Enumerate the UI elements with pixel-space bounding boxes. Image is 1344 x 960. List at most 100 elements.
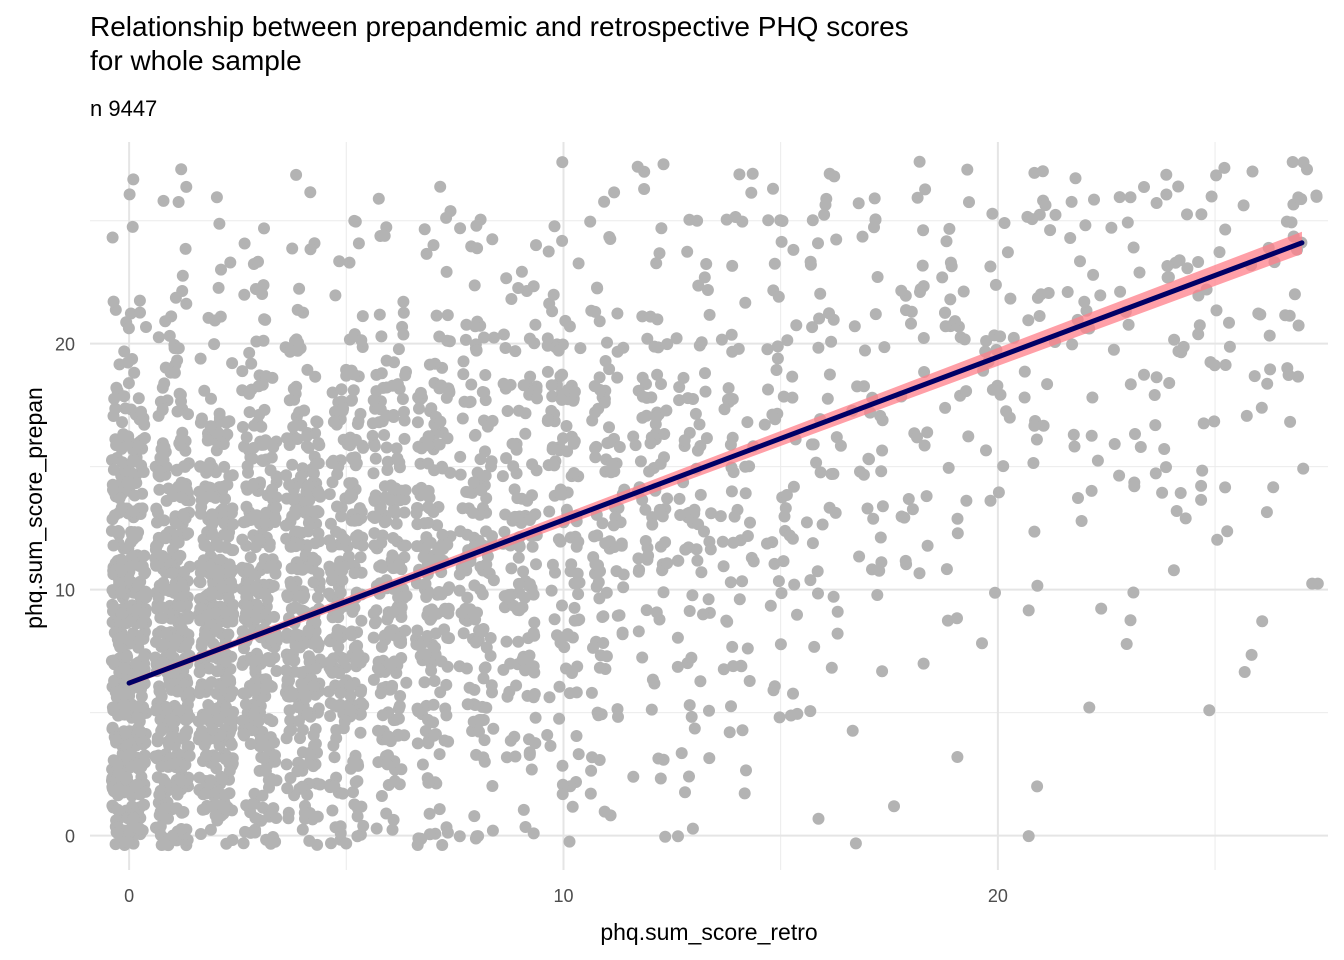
data-point [921, 426, 934, 439]
data-point [791, 608, 803, 621]
data-point [673, 492, 686, 505]
data-point [287, 382, 300, 395]
data-point [747, 555, 760, 568]
data-point [270, 501, 283, 514]
data-point [250, 335, 263, 348]
data-point [608, 186, 621, 199]
data-point [523, 578, 536, 590]
data-point [266, 483, 279, 496]
data-point [486, 780, 499, 792]
data-point [585, 764, 598, 777]
data-point [368, 512, 381, 524]
data-point [470, 344, 483, 357]
data-point [223, 470, 236, 483]
data-point [593, 315, 606, 328]
data-point [283, 478, 296, 491]
data-point [699, 385, 712, 398]
data-point [290, 168, 303, 181]
data-point [199, 491, 212, 504]
data-point [556, 759, 569, 772]
data-point [324, 710, 337, 722]
data-point [201, 734, 213, 747]
data-point [182, 408, 194, 421]
data-point [984, 260, 997, 273]
data-point [501, 405, 514, 417]
data-point [267, 802, 280, 815]
data-point [291, 303, 304, 316]
data-point [504, 378, 517, 391]
data-point [280, 519, 292, 532]
data-point [1072, 492, 1084, 504]
data-point [519, 407, 532, 420]
data-point [695, 566, 708, 579]
data-point [257, 435, 270, 448]
data-point [733, 593, 746, 606]
data-point [679, 786, 691, 799]
data-point [673, 394, 686, 407]
data-point [376, 709, 389, 722]
data-point [307, 576, 320, 589]
data-point [370, 368, 383, 381]
data-point [151, 771, 164, 784]
data-point [195, 501, 208, 513]
data-point [113, 492, 126, 505]
data-point [613, 609, 626, 622]
data-point [497, 663, 510, 676]
data-point [505, 562, 518, 575]
data-point [239, 584, 252, 597]
data-point [285, 579, 298, 592]
data-point [158, 638, 171, 650]
data-point [223, 764, 236, 777]
data-point [168, 366, 181, 379]
data-point [477, 672, 490, 685]
data-point [239, 698, 252, 711]
data-point [343, 256, 356, 269]
data-point [172, 536, 185, 549]
data-point [776, 215, 789, 227]
data-point [951, 751, 964, 763]
data-point [288, 654, 301, 667]
data-point [592, 576, 605, 589]
data-point [193, 771, 206, 784]
data-point [131, 700, 144, 713]
data-point [328, 780, 341, 792]
data-point [270, 665, 283, 677]
data-point [327, 739, 340, 752]
data-point [411, 416, 424, 429]
data-point [177, 510, 190, 523]
data-point [396, 393, 409, 405]
data-point [169, 516, 182, 529]
data-point [182, 612, 194, 625]
data-point [1031, 579, 1044, 592]
data-point [375, 330, 388, 343]
data-point [488, 331, 500, 344]
data-point [454, 468, 467, 481]
data-point [688, 503, 701, 516]
data-point [554, 632, 567, 645]
data-point [588, 380, 601, 393]
data-point [989, 586, 1001, 599]
data-point [1297, 462, 1310, 475]
data-point [393, 778, 406, 791]
data-point [383, 629, 396, 641]
data-point [694, 440, 707, 452]
data-point [1211, 533, 1224, 546]
data-point [655, 378, 667, 390]
data-point [199, 787, 212, 800]
data-point [846, 724, 859, 737]
data-point [672, 830, 684, 843]
data-point [812, 237, 824, 250]
data-point [1238, 666, 1251, 678]
data-point [222, 592, 235, 604]
data-point [683, 699, 696, 712]
data-point [115, 501, 128, 514]
data-point [209, 809, 222, 822]
data-point [461, 591, 474, 604]
data-point [346, 452, 358, 464]
data-point [194, 576, 207, 589]
data-point [267, 441, 280, 454]
data-point [380, 441, 393, 454]
data-point [325, 837, 337, 850]
x-axis-ticks: 0 10 20 [124, 886, 1008, 906]
data-point [412, 705, 425, 718]
